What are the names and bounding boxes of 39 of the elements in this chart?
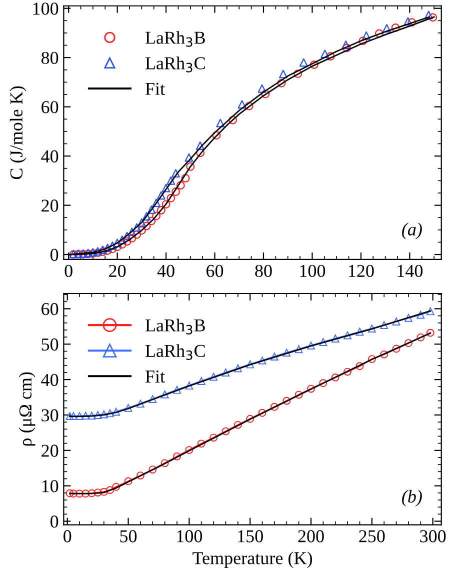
x-tick-label: 120: [348, 264, 374, 278]
x-tick-label: 0: [64, 264, 72, 278]
x-tick-label: 100: [300, 264, 326, 278]
annotation: (b): [402, 490, 422, 506]
x-axis-title: Temperature (K): [192, 552, 312, 568]
y-tick-label: 40: [41, 374, 58, 386]
y-tick-label: 20: [42, 200, 58, 212]
y-tick-label: 60: [42, 101, 58, 114]
x-tick-label: 0: [64, 530, 72, 542]
x-tick-label: 250: [359, 530, 385, 542]
legend-label: LaRh$_{3}$C: [145, 344, 205, 360]
legend-label: Fit: [145, 370, 165, 383]
y-tick-label: 20: [42, 444, 58, 457]
y-tick-label: 30: [42, 409, 58, 422]
x-tick-label: 200: [298, 530, 324, 542]
legend-label: LaRh$_{3}$B: [145, 31, 205, 47]
annotation: (a): [402, 222, 422, 240]
x-tick-label: 40: [157, 264, 174, 278]
y-tick-label: 60: [42, 302, 58, 316]
x-tick-label: 100: [177, 530, 202, 542]
x-tick-label: 50: [120, 530, 137, 542]
x-tick-label: 140: [398, 264, 423, 278]
x-tick-label: 60: [206, 264, 224, 278]
y-tick-label: 0: [50, 248, 58, 261]
y-tick-label: 100: [33, 2, 58, 15]
y-tick-label: 10: [42, 480, 58, 492]
x-tick-label: 150: [238, 530, 263, 542]
y-tick-label: 80: [41, 52, 58, 64]
y-tick-label: 50: [42, 338, 58, 351]
legend-label: Fit: [145, 82, 165, 95]
legend-label: LaRh$_{3}$C: [145, 56, 205, 72]
x-tick-label: 80: [255, 264, 272, 278]
x-tick-label: 20: [109, 264, 126, 278]
y-tick-label: 0: [50, 515, 58, 528]
y-axis-title: C (J/mole K): [10, 86, 26, 180]
legend-label: LaRh$_{3}$B: [145, 318, 205, 334]
y-tick-label: 40: [41, 150, 58, 162]
x-tick-label: 300: [420, 530, 446, 542]
y-axis-title: ρ (μΩ cm): [18, 372, 36, 446]
